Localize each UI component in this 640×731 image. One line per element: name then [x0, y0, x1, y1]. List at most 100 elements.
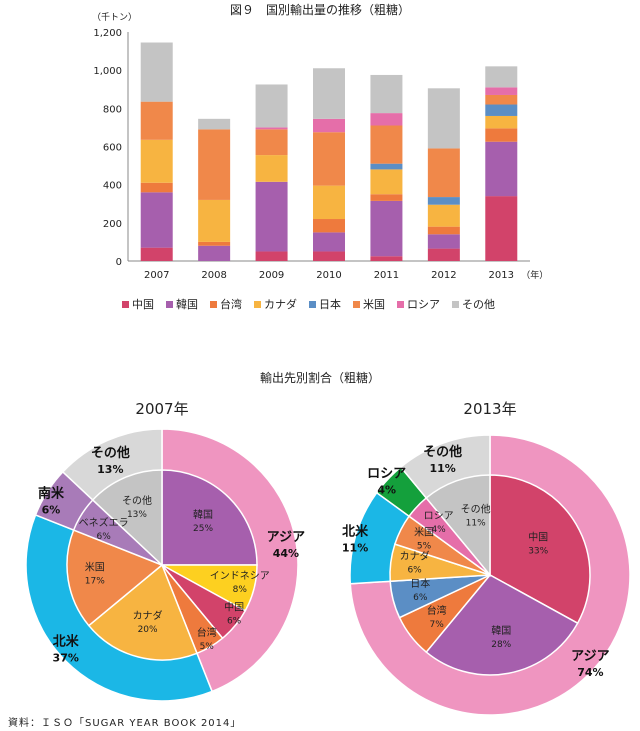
x-tick-label: 2011 [374, 270, 399, 281]
bar-segment [313, 68, 345, 119]
pie-inner-percent: 4% [431, 525, 446, 535]
pie-inner-percent: 5% [200, 642, 215, 652]
bar-segment [198, 245, 231, 261]
pie-inner-percent: 13% [127, 510, 147, 520]
legend-item: 米国 [353, 298, 385, 311]
bar-segment [485, 141, 518, 197]
legend-swatch [210, 301, 217, 308]
y-axis-unit-label: （千トン） [92, 12, 137, 23]
pie-inner-label: 台湾 [427, 604, 447, 617]
bar-segment [427, 248, 460, 261]
y-tick-label: 600 [103, 143, 122, 154]
pie-inner-label: ロシア [424, 511, 454, 522]
source-note: 資料：ＩＳＯ「SUGAR YEAR BOOK 2014」 [8, 718, 242, 729]
bar-segment [370, 113, 403, 126]
pie-outer-percent: 11% [430, 462, 456, 475]
pie-inner-label: 中国 [528, 530, 548, 543]
legend-item: 韓国 [166, 298, 198, 311]
x-tick-label: 2008 [201, 270, 226, 281]
bar-segment [140, 101, 173, 140]
bar-segment [255, 127, 288, 130]
pie-outer-label: 北米 [53, 633, 80, 649]
pie-group-title: 輸出先別割合（粗糖） [260, 370, 380, 385]
x-tick-label: 2010 [316, 270, 341, 281]
pie-inner-percent: 25% [193, 524, 213, 534]
bar-segment [140, 139, 173, 183]
legend-label: 米国 [363, 298, 385, 311]
pie-outer-label: 北米 [342, 523, 369, 539]
legend-label: ロシア [407, 298, 440, 311]
pie-inner-label: 韓国 [491, 625, 511, 637]
pie-title: 2013年 [463, 400, 516, 418]
pie-outer-label: その他 [91, 445, 130, 461]
bar-segment [313, 251, 345, 261]
x-tick-label: 2009 [259, 270, 284, 281]
legend-label: 中国 [132, 298, 154, 311]
pie-inner-percent: 17% [85, 577, 105, 587]
bar-segment [255, 155, 288, 182]
pie-inner-label: 韓国 [193, 509, 213, 521]
pie-outer-percent: 74% [577, 666, 603, 679]
pie-outer-label: 南米 [38, 486, 65, 502]
pie-inner-label: その他 [461, 503, 491, 516]
bar-segment [198, 199, 231, 242]
legend-label: 台湾 [220, 297, 242, 311]
bar-segment [140, 192, 173, 248]
legend-label: その他 [462, 298, 495, 311]
bar-segment [485, 196, 518, 261]
pie-inner-percent: 5% [417, 541, 432, 551]
legend-swatch [254, 301, 261, 308]
pie-inner-percent: 6% [227, 617, 242, 627]
pie-outer-percent: 6% [42, 504, 61, 517]
legend-item: ロシア [397, 298, 440, 311]
bar-segment [427, 88, 460, 149]
legend-label: 日本 [319, 297, 341, 311]
bar-segment [370, 74, 403, 114]
bar-segment [370, 194, 403, 201]
y-tick-label: 200 [103, 219, 122, 230]
bar-segment [140, 247, 173, 261]
bar-segment [370, 200, 403, 257]
legend-swatch [309, 301, 316, 308]
pie-inner-percent: 7% [430, 620, 445, 630]
bar-segment [255, 181, 288, 252]
pie-inner-label: カナダ [400, 550, 430, 563]
pie-inner-label: 台湾 [197, 626, 217, 639]
legend-item: 日本 [309, 297, 341, 311]
pie-outer-percent: 13% [97, 463, 123, 476]
pie-inner-label: 日本 [410, 577, 430, 590]
pie-outer-percent: 11% [342, 541, 368, 554]
bar-segment [313, 219, 345, 233]
y-tick-label: 800 [103, 104, 122, 115]
x-tick-label: 2013 [489, 270, 514, 281]
pie-outer-percent: 4% [377, 483, 396, 496]
pie-inner-label: インドネシア [210, 570, 270, 582]
bar-segment [198, 118, 231, 130]
pie-outer-label: アジア [267, 530, 305, 545]
pie-inner-label: 米国 [85, 561, 105, 574]
pie-inner-slice [87, 563, 198, 661]
pie-inner-percent: 20% [138, 625, 158, 635]
x-axis-unit-label: （年） [521, 269, 548, 281]
bar-segment [198, 241, 231, 246]
bar-segment [427, 226, 460, 235]
legend-swatch [122, 301, 129, 308]
y-tick-label: 400 [103, 181, 122, 192]
bar-segment [255, 251, 288, 261]
pie-outer-label: アジア [571, 649, 609, 664]
bar-segment [313, 132, 345, 186]
legend-label: カナダ [264, 297, 297, 311]
pie-inner-label: その他 [122, 494, 152, 507]
pie-inner-slice [91, 469, 163, 567]
bar-segment [198, 129, 231, 200]
pie-outer-percent: 37% [53, 651, 79, 664]
bar-segment [485, 115, 518, 129]
y-tick-label: 0 [116, 257, 122, 268]
bar-segment [370, 256, 403, 261]
x-tick-label: 2007 [144, 270, 169, 281]
pie-inner-slice [425, 574, 579, 676]
bar-segment [140, 42, 173, 102]
bar-segment [427, 204, 460, 227]
